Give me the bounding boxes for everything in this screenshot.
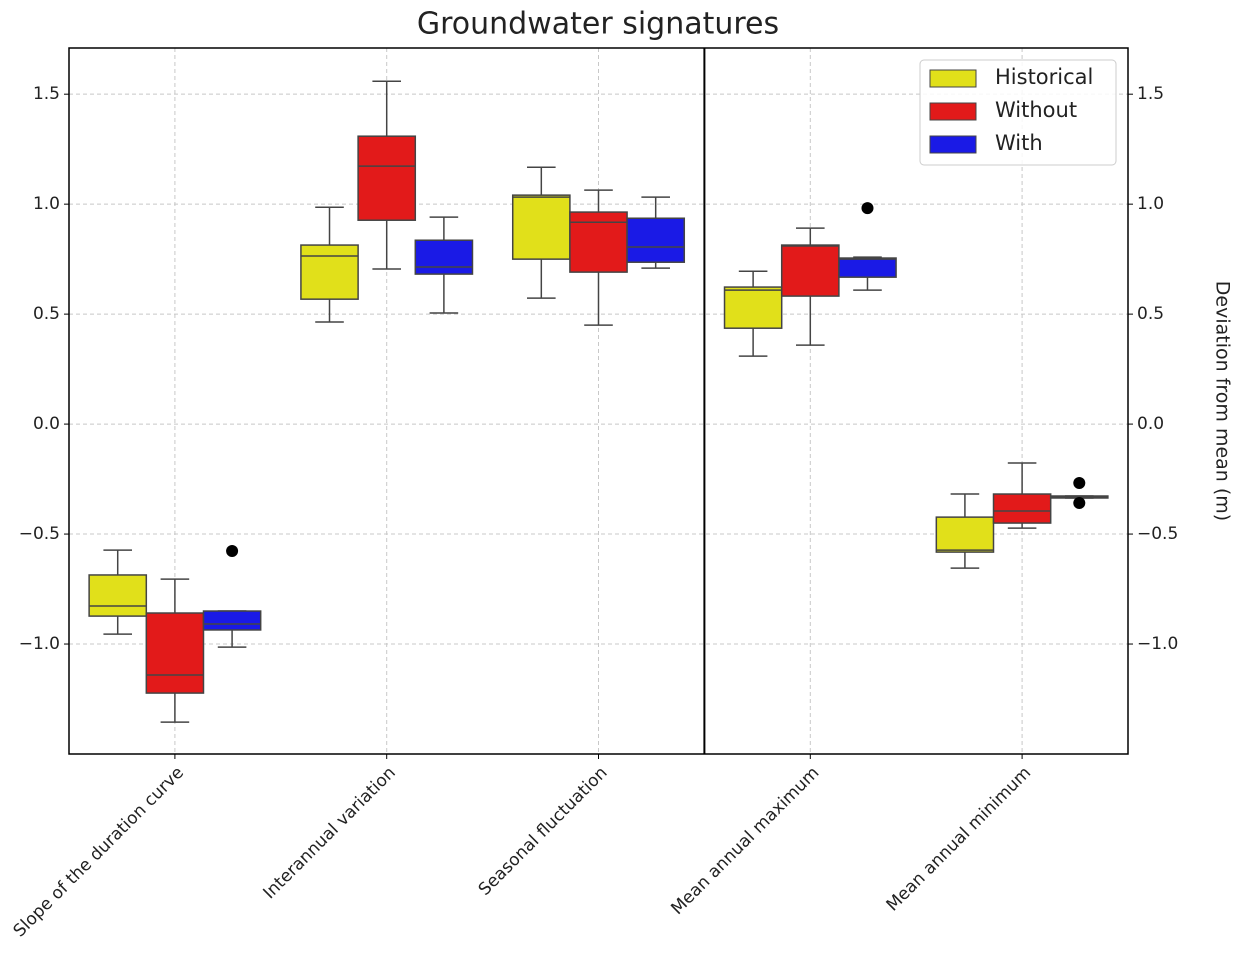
box [992, 493, 1052, 524]
box [357, 135, 417, 221]
y-tick-label: −0.5 [19, 524, 60, 544]
y-axis-label: Deviation from mean (m) [1212, 281, 1234, 521]
box [88, 574, 148, 617]
box [723, 286, 783, 329]
legend: Historical Without With [919, 59, 1117, 166]
x-tick-label: Mean annual minimum [883, 763, 1036, 916]
legend-swatch [929, 135, 977, 154]
chart-title: Groundwater signatures [417, 7, 779, 42]
box-group [511, 166, 571, 299]
box-group [300, 206, 359, 323]
y2-tick-label: 0.0 [1137, 414, 1164, 434]
box [511, 194, 571, 260]
y-tick-label: 1.5 [33, 84, 60, 104]
box [300, 244, 359, 300]
box-group [935, 493, 995, 569]
box-group [145, 578, 205, 723]
x-tick-label: Mean annual maximum [667, 763, 823, 919]
box [935, 516, 995, 553]
y-tick-label: 0.5 [33, 304, 60, 324]
x-tick-label: Slope of the duration curve [10, 763, 188, 941]
y-tick-label: 0.0 [33, 414, 60, 434]
y2-tick-label: 1.0 [1137, 194, 1164, 214]
legend-swatch [929, 102, 977, 121]
y2-tick-label: 1.5 [1137, 84, 1164, 104]
box-group [202, 544, 262, 648]
outlier [1073, 477, 1086, 490]
box-group [357, 80, 417, 270]
box-group [1049, 477, 1109, 510]
box-group [88, 549, 148, 635]
box [626, 217, 686, 263]
box-group [723, 270, 783, 357]
box [780, 244, 840, 297]
legend-swatch [929, 69, 977, 88]
outlier [861, 202, 874, 215]
box [838, 257, 897, 278]
box [202, 610, 262, 631]
box-group [992, 462, 1052, 529]
box-group [626, 196, 686, 269]
x-tick-label: Interannual variation [260, 763, 400, 903]
box [569, 211, 628, 273]
y-tick-label: −1.0 [19, 634, 60, 654]
box-group [569, 189, 628, 326]
y2-tick-label: 0.5 [1137, 304, 1164, 324]
box-group [838, 202, 897, 291]
outlier [1073, 497, 1086, 510]
x-tick-label: Seasonal fluctuation [475, 763, 612, 900]
y2-tick-label: −1.0 [1137, 634, 1178, 654]
legend-label: Historical [995, 65, 1093, 89]
y2-tick-label: −0.5 [1137, 524, 1178, 544]
box [414, 239, 474, 275]
legend-label: With [995, 131, 1043, 155]
box [145, 612, 205, 694]
outlier [226, 544, 239, 557]
y-tick-label: 1.0 [33, 194, 60, 214]
box-group [414, 216, 474, 314]
box-group [780, 227, 840, 346]
plot-frame [68, 47, 1129, 755]
legend-label: Without [995, 98, 1077, 122]
